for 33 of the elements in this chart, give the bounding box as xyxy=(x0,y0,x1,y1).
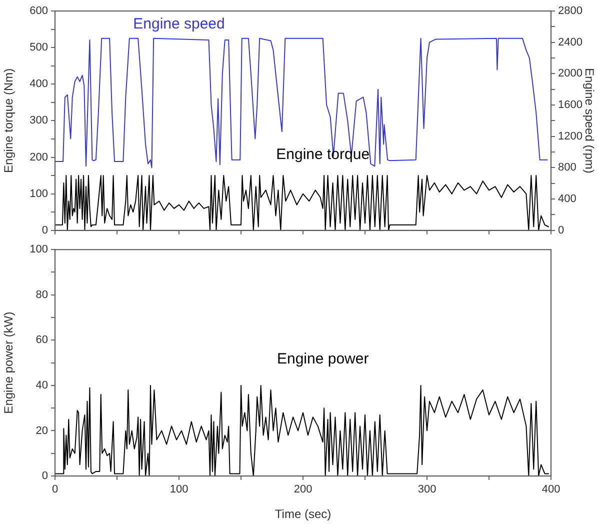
x-tick-label: 0 xyxy=(52,484,58,496)
y2-tick-label: 1200 xyxy=(558,130,582,142)
y2-axis-title: Engine speed (rpm) xyxy=(582,68,596,174)
series-label: Engine torque xyxy=(276,146,370,163)
y-tick-label: 100 xyxy=(30,244,48,256)
x-axis-title: Time (sec) xyxy=(274,507,332,522)
y2-tick-label: 400 xyxy=(558,193,576,206)
x-tick-label: 300 xyxy=(418,484,436,496)
y2-tick-label: 0 xyxy=(558,224,564,236)
y-tick-label: 600 xyxy=(30,5,48,18)
y-tick-label: 400 xyxy=(30,78,48,90)
y2-tick-label: 2000 xyxy=(558,68,582,80)
y-tick-label: 200 xyxy=(30,151,48,164)
y-axis-title: Engine torque (Nm) xyxy=(2,68,16,174)
y-tick-label: 40 xyxy=(36,379,48,392)
y-tick-label: 500 xyxy=(30,42,48,54)
y-tick-label: 80 xyxy=(36,288,48,301)
y2-tick-label: 2800 xyxy=(558,5,582,18)
y-tick-label: 0 xyxy=(42,224,48,236)
y2-tick-label: 1600 xyxy=(558,99,582,112)
series-label: Engine speed xyxy=(133,15,225,32)
x-tick-label: 200 xyxy=(294,484,312,496)
y2-tick-label: 2400 xyxy=(558,36,582,48)
x-tick-label: 100 xyxy=(170,484,188,496)
y2-tick-label: 800 xyxy=(558,162,576,174)
series-label: Engine power xyxy=(276,350,369,368)
y-axis-title: Engine power (kW) xyxy=(2,312,16,414)
y-tick-label: 100 xyxy=(30,188,48,200)
y-tick-label: 0 xyxy=(42,470,48,482)
x-tick-label: 400 xyxy=(542,484,560,496)
y-tick-label: 60 xyxy=(36,334,48,346)
y-tick-label: 300 xyxy=(30,114,48,127)
y-tick-label: 20 xyxy=(36,424,48,437)
